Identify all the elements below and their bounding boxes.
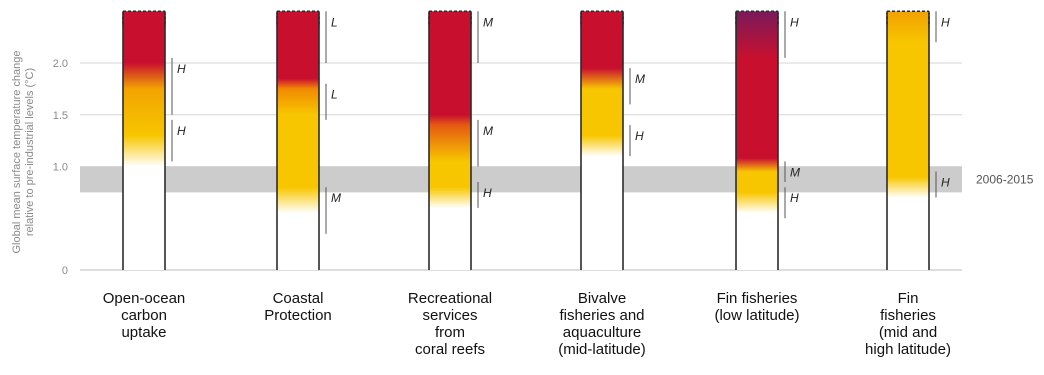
y-tick-label: 1.5 (53, 110, 68, 122)
y-tick-label: 2.0 (53, 58, 68, 70)
confidence-label: H (790, 15, 799, 29)
reference-band-layer: 2006-2015 (80, 166, 1034, 193)
confidence-label: H (941, 15, 950, 29)
category-label-line: aquaculture (563, 324, 641, 341)
category-label: Recreational services from coral reefs (408, 290, 492, 358)
ember-bar (429, 11, 471, 270)
category-label-line: Fin (898, 290, 919, 307)
confidence-label: H (177, 124, 186, 138)
y-axis-label: Global mean surface temperature changere… (11, 50, 36, 253)
y-tick-label: 0 (62, 265, 68, 277)
confidence-label: H (483, 186, 492, 200)
category-label: Bivalve fisheries and aquaculture (mid-lati… (558, 290, 646, 358)
burning-embers (122, 10, 930, 270)
category-label-line: (mid and (879, 324, 937, 341)
category-label-line: Recreational (408, 290, 492, 307)
ember-bar (123, 11, 165, 270)
category-label: Open-ocean carbon uptake (103, 290, 186, 341)
ember-bar (887, 11, 929, 270)
category-label-line: coral reefs (415, 341, 485, 358)
category-label: Fin fisheries (mid and high latitude) (865, 290, 951, 358)
ember-bar (581, 11, 623, 270)
category-label-line: (mid-latitude) (558, 341, 646, 358)
category-label-line: uptake (121, 324, 166, 341)
category-label-line: fisheries (880, 307, 936, 324)
category-label: Coastal Protection (264, 290, 332, 324)
category-label-line: Bivalve (578, 290, 626, 307)
ember-bar (277, 11, 319, 270)
category-label-line: high latitude) (865, 341, 951, 358)
confidence-label: H (177, 62, 186, 76)
category-label-line: Open-ocean (103, 290, 186, 307)
confidence-label: H (790, 191, 799, 205)
category-label: Fin fisheries (low latitude) (714, 290, 799, 324)
confidence-label: L (331, 88, 338, 102)
category-label-line: Fin fisheries (717, 290, 798, 307)
category-label-line: carbon (121, 307, 167, 324)
confidence-label: M (790, 165, 800, 179)
confidence-label: M (635, 72, 645, 86)
gridlines (80, 62, 962, 271)
confidence-label: H (635, 129, 644, 143)
confidence-label: M (483, 15, 493, 29)
category-label-line: from (435, 324, 465, 341)
category-label-line: fisheries and (559, 307, 644, 324)
category-label-line: Protection (264, 307, 332, 324)
y-axis-label-line: relative to pre-industrial levels (°C) (24, 68, 36, 236)
reference-band (80, 166, 962, 193)
confidence-label: H (941, 176, 950, 190)
y-axis: 0 1.0 1.5 2.0 Global mean surface temperatur… (11, 50, 68, 277)
ember-bar (736, 11, 778, 270)
y-tick-label: 1.0 (53, 162, 68, 174)
confidence-label: M (483, 124, 493, 138)
confidence-label: L (331, 15, 338, 29)
category-label-line: services (422, 307, 477, 324)
y-axis-label-line: Global mean surface temperature change (11, 50, 23, 253)
category-labels: Open-ocean carbon uptake Coastal Protection R… (103, 290, 951, 358)
category-label-line: Coastal (273, 290, 324, 307)
category-label-line: (low latitude) (714, 307, 799, 324)
reference-band-label: 2006-2015 (976, 172, 1034, 186)
confidence-label: M (331, 191, 341, 205)
